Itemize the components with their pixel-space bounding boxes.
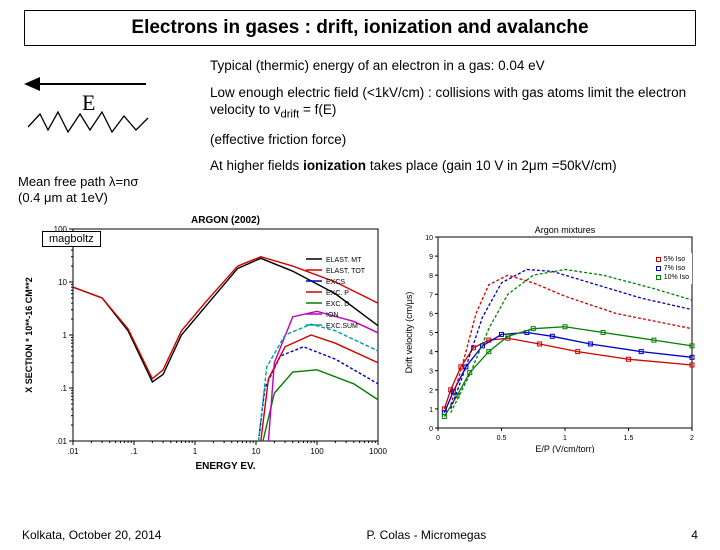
svg-text:.01: .01 [56,437,68,446]
svg-text:2: 2 [429,387,433,394]
svg-text:Drift velocity (cm/μs): Drift velocity (cm/μs) [404,291,414,373]
svg-text:ENERGY EV.: ENERGY EV. [195,461,255,471]
para-friction: (effective friction force) [210,132,702,149]
svg-text:0: 0 [429,426,433,433]
para-lowfield: Low enough electric field (<1kV/cm) : co… [210,85,702,122]
cross-section-chart: magboltz ARGON (2002).01.11101001000.01.… [18,211,388,471]
svg-text:9: 9 [429,254,433,261]
page-title: Electrons in gases : drift, ionization a… [29,17,691,39]
e-field-diagram: E [18,72,158,142]
svg-text:Argon mixtures: Argon mixtures [535,225,596,235]
svg-text:ELAST. MT: ELAST. MT [326,257,362,264]
svg-text:E/P (V/cm/torr): E/P (V/cm/torr) [535,444,594,453]
svg-text:0.5: 0.5 [497,435,507,442]
svg-text:.01: .01 [67,447,79,456]
svg-text:8: 8 [429,273,433,280]
mfp-line1: Mean free path λ=nσ [18,174,198,190]
svg-text:10: 10 [425,235,433,242]
e-symbol: E [82,90,95,116]
svg-text:4: 4 [429,349,433,356]
mfp-line2: (0.4 μm at 1eV) [18,190,198,206]
title-box: Electrons in gases : drift, ionization a… [24,10,696,46]
svg-text:EXC. P: EXC. P [326,290,349,297]
svg-text:2: 2 [690,435,694,442]
svg-text:EXC. D: EXC. D [326,301,349,308]
content-row: E Mean free path λ=nσ (0.4 μm at 1eV) Ty… [0,54,720,207]
svg-text:.1: .1 [131,447,138,456]
svg-text:10: 10 [252,447,261,456]
svg-text:7: 7 [429,292,433,299]
svg-text:1000: 1000 [369,447,387,456]
left-column: E Mean free path λ=nσ (0.4 μm at 1eV) [18,54,198,207]
svg-text:ARGON (2002): ARGON (2002) [191,215,260,226]
svg-text:1: 1 [563,435,567,442]
cross-section-svg: ARGON (2002).01.11101001000.01.1110100EN… [18,211,388,471]
svg-text:6: 6 [429,311,433,318]
svg-text:5: 5 [429,330,433,337]
drift-velocity-chart: Argon mixtures 0 0.5 1 1.5 2 0 1 2 3 4 5 6 7 8 9 10 E/P (… [400,223,700,453]
svg-text:1.5: 1.5 [624,435,634,442]
magboltz-label: magboltz [42,231,101,247]
drift-legend: 5% Iso7% Iso10% Iso [653,253,692,284]
mean-free-path: Mean free path λ=nσ (0.4 μm at 1eV) [18,174,198,207]
svg-text:0: 0 [436,435,440,442]
svg-text:100: 100 [310,447,324,456]
svg-text:3: 3 [429,368,433,375]
svg-text:EXC.SUM: EXC.SUM [326,323,358,330]
svg-text:.1: .1 [60,384,67,393]
svg-text:1: 1 [193,447,198,456]
svg-text:1: 1 [63,331,68,340]
svg-text:ION: ION [326,312,338,319]
para-thermic: Typical (thermic) energy of an electron … [210,58,702,75]
svg-text:ELAST. TOT: ELAST. TOT [326,268,366,275]
right-column: Typical (thermic) energy of an electron … [210,54,702,207]
svg-text:EXCS: EXCS [326,279,345,286]
svg-text:10: 10 [58,278,67,287]
svg-text:X SECTION * 10**-16 CM**2: X SECTION * 10**-16 CM**2 [24,277,34,393]
para-ionization: At higher fields ionization takes place … [210,158,702,175]
charts-row: magboltz ARGON (2002).01.11101001000.01.… [0,207,720,471]
svg-text:1: 1 [429,406,433,413]
